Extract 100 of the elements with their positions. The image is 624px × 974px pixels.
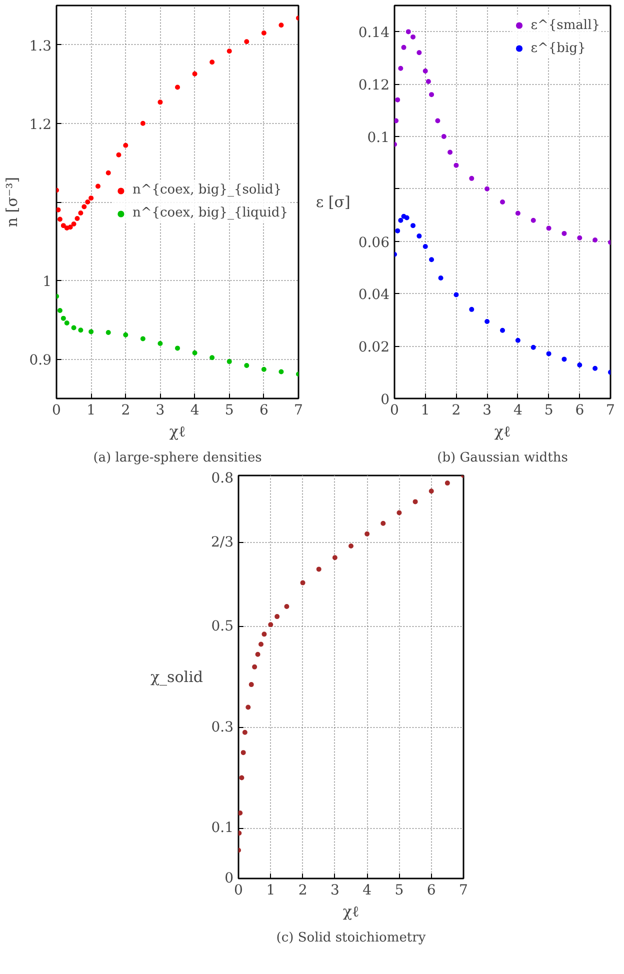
point xyxy=(562,230,567,236)
point xyxy=(592,366,598,371)
point xyxy=(422,68,428,74)
point xyxy=(469,176,474,181)
point xyxy=(226,359,232,364)
legend-label: ε^{big} xyxy=(530,40,586,56)
point xyxy=(82,204,87,210)
point xyxy=(396,510,402,516)
point xyxy=(192,71,198,76)
point xyxy=(484,318,490,324)
point xyxy=(410,34,416,40)
x-axis-title: χℓ xyxy=(169,422,186,440)
point xyxy=(435,118,440,124)
legend-label: ε^{small} xyxy=(530,18,600,32)
point xyxy=(546,226,552,231)
point xyxy=(175,84,180,90)
point xyxy=(57,308,62,313)
point xyxy=(210,355,215,360)
point xyxy=(416,234,422,239)
point xyxy=(262,632,267,637)
point xyxy=(454,162,459,168)
point xyxy=(332,555,338,560)
point xyxy=(577,235,582,240)
point xyxy=(140,336,146,342)
text: (c) Solid stoichiometry xyxy=(276,930,426,946)
y-axis-title: χ_solid xyxy=(150,668,204,686)
point xyxy=(78,210,84,216)
y-tick-label: 1.3 xyxy=(29,38,52,54)
point xyxy=(56,207,61,212)
point xyxy=(316,566,322,572)
point xyxy=(448,150,453,155)
point xyxy=(71,222,76,227)
point xyxy=(255,652,260,657)
point xyxy=(395,97,400,102)
point xyxy=(348,544,354,549)
point xyxy=(484,186,490,192)
point xyxy=(394,118,399,124)
y-tick-label: 0.02 xyxy=(358,340,390,356)
point xyxy=(398,66,404,71)
y-tick-label: 0.04 xyxy=(358,287,390,304)
point xyxy=(416,50,422,56)
point xyxy=(429,92,434,98)
point xyxy=(530,344,536,350)
y-tick-label: 0.8 xyxy=(211,470,234,486)
point xyxy=(410,223,416,228)
y-tick-label: 0.1 xyxy=(367,130,390,146)
x-tick-label: 2 xyxy=(298,882,308,898)
point xyxy=(426,78,431,84)
point xyxy=(469,306,474,312)
point xyxy=(60,316,66,321)
point xyxy=(238,810,243,816)
point xyxy=(500,328,505,333)
y-tick-label: 0.3 xyxy=(211,719,234,736)
point xyxy=(546,351,552,356)
point xyxy=(210,60,215,65)
point xyxy=(140,120,146,126)
point xyxy=(406,29,411,34)
point xyxy=(429,257,434,262)
y-tick-label: 1.2 xyxy=(29,116,52,133)
x-axis-title: χℓ xyxy=(342,902,360,920)
point xyxy=(422,244,428,250)
text: (b) Gaussian widths xyxy=(437,450,568,466)
point xyxy=(515,338,520,343)
y-axis-title: n [σ⁻³] xyxy=(3,176,22,228)
x-tick-label: 5 xyxy=(544,402,554,418)
point xyxy=(242,730,248,735)
point xyxy=(252,664,258,670)
point xyxy=(398,218,404,223)
point xyxy=(240,750,246,756)
x-tick-label: 6 xyxy=(259,402,268,418)
y-tick-label: 0.5 xyxy=(211,618,234,635)
y-tick-label: 0.9 xyxy=(29,352,52,369)
point xyxy=(74,216,80,221)
point xyxy=(239,775,244,780)
point xyxy=(274,614,280,620)
y-tick-label: 0.06 xyxy=(358,234,390,251)
point xyxy=(278,22,284,28)
x-tick-label: 4 xyxy=(362,882,372,898)
legend-label: n^{coex, big}_{solid} xyxy=(132,182,282,198)
point xyxy=(500,200,505,204)
y-tick-label: 2/3 xyxy=(210,534,234,551)
point xyxy=(401,44,406,50)
point xyxy=(258,642,264,647)
y-tick-label: 0.1 xyxy=(211,820,234,836)
point xyxy=(246,704,251,710)
point xyxy=(300,580,306,586)
point xyxy=(454,292,459,298)
point xyxy=(515,210,520,216)
point xyxy=(106,330,111,335)
x-tick-label: 1 xyxy=(86,402,96,418)
x-tick-label: 3 xyxy=(330,882,340,898)
point xyxy=(60,223,66,228)
y-tick-label: 0 xyxy=(224,870,234,886)
point xyxy=(88,196,94,201)
point xyxy=(404,215,410,220)
x-tick-label: 6 xyxy=(426,882,436,898)
text: (a) large-sphere densities xyxy=(93,450,262,466)
x-tick-label: 2 xyxy=(121,402,130,418)
point xyxy=(395,228,400,234)
x-tick-label: 5 xyxy=(394,882,404,898)
